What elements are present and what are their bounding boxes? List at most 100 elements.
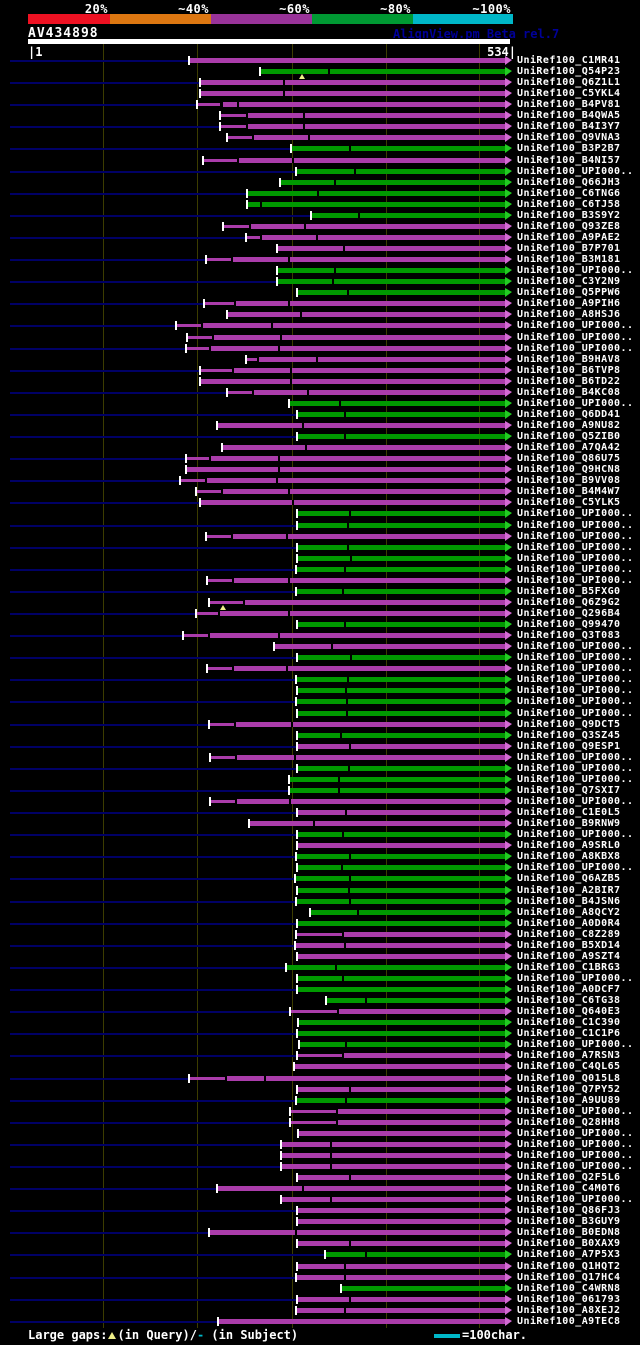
- alignment-bar[interactable]: [325, 1252, 505, 1258]
- alignment-bar[interactable]: [289, 787, 505, 793]
- alignment-bar[interactable]: [342, 1285, 505, 1291]
- hit-label[interactable]: UniRef100_B5FXG0: [517, 585, 621, 597]
- alignment-bar[interactable]: [201, 378, 505, 384]
- alignment-bar[interactable]: [296, 854, 505, 860]
- alignment-bar[interactable]: [296, 566, 505, 572]
- alignment-bar[interactable]: [261, 69, 505, 75]
- alignment-bar[interactable]: [281, 179, 505, 185]
- hit-label[interactable]: UniRef100_A9PIH6: [517, 298, 621, 310]
- hit-label[interactable]: UniRef100_B4I3Y7: [517, 121, 621, 133]
- hit-label[interactable]: UniRef100_A9SZT4: [517, 950, 621, 962]
- alignment-bar[interactable]: [300, 1042, 505, 1048]
- alignment-bar[interactable]: [209, 1230, 505, 1236]
- hit-label[interactable]: UniRef100_A7RSN3: [517, 1050, 621, 1062]
- alignment-bar[interactable]: [220, 102, 505, 108]
- hit-label[interactable]: UniRef100_Q9ESP1: [517, 740, 621, 752]
- alignment-bar[interactable]: [234, 301, 505, 307]
- alignment-bar[interactable]: [297, 975, 505, 981]
- hit-label[interactable]: UniRef100_UPI000..: [517, 320, 634, 332]
- hit-label[interactable]: UniRef100_UPI000..: [517, 829, 634, 841]
- hit-label[interactable]: UniRef100_Q93ZE8: [517, 220, 621, 232]
- alignment-bar[interactable]: [225, 1075, 505, 1081]
- alignment-bar[interactable]: [297, 953, 505, 959]
- hit-label[interactable]: UniRef100_C4WRN8: [517, 1282, 621, 1294]
- alignment-bar[interactable]: [297, 887, 505, 893]
- hit-label[interactable]: UniRef100_A8XEJ2: [517, 1304, 621, 1316]
- hit-label[interactable]: UniRef100_C1BRG3: [517, 961, 621, 973]
- hit-label[interactable]: UniRef100_Q640E3: [517, 1006, 621, 1018]
- hit-label[interactable]: UniRef100_B3S9Y2: [517, 209, 621, 221]
- alignment-bar[interactable]: [186, 467, 505, 473]
- alignment-bar[interactable]: [297, 655, 505, 661]
- alignment-bar[interactable]: [243, 599, 505, 605]
- hit-label[interactable]: UniRef100_C4M0T6: [517, 1183, 621, 1195]
- hit-label[interactable]: UniRef100_UPI000..: [517, 342, 634, 354]
- alignment-bar[interactable]: [248, 223, 505, 229]
- hit-label[interactable]: UniRef100_A9SRL0: [517, 840, 621, 852]
- hit-label[interactable]: UniRef100_C6TJ58: [517, 198, 621, 210]
- hit-label[interactable]: UniRef100_Q17HC4: [517, 1271, 621, 1283]
- alignment-bar[interactable]: [282, 1141, 505, 1147]
- hit-label[interactable]: UniRef100_UPI000..: [517, 652, 634, 664]
- hit-label[interactable]: UniRef100_C6TG38: [517, 995, 621, 1007]
- hit-label[interactable]: UniRef100_UPI000..: [517, 707, 634, 719]
- hit-label[interactable]: UniRef100_UPI000..: [517, 1138, 634, 1150]
- alignment-bar[interactable]: [297, 832, 505, 838]
- alignment-bar[interactable]: [212, 334, 505, 340]
- hit-label[interactable]: UniRef100_A9PAE2: [517, 231, 621, 243]
- alignment-bar[interactable]: [297, 810, 505, 816]
- hit-label[interactable]: UniRef100_A7QA42: [517, 442, 621, 454]
- alignment-bar[interactable]: [297, 1219, 505, 1225]
- hit-label[interactable]: UniRef100_Q296B4: [517, 608, 621, 619]
- alignment-bar[interactable]: [342, 1053, 505, 1059]
- alignment-bar[interactable]: [297, 555, 505, 561]
- hit-label[interactable]: UniRef100_Q9HCN8: [517, 464, 621, 476]
- hit-label[interactable]: UniRef100_Q5ZIB0: [517, 431, 621, 443]
- hit-label[interactable]: UniRef100_A0DCF7: [517, 984, 621, 996]
- alignment-bar[interactable]: [296, 1307, 505, 1313]
- hit-label[interactable]: UniRef100_Q86U75: [517, 453, 621, 465]
- hit-label[interactable]: UniRef100_UPI000..: [517, 397, 634, 409]
- hit-label[interactable]: UniRef100_B6TD22: [517, 375, 621, 387]
- hit-label[interactable]: UniRef100_C5YKL4: [517, 88, 621, 100]
- hit-label[interactable]: UniRef100_UPI000..: [517, 519, 634, 531]
- alignment-bar[interactable]: [236, 157, 505, 163]
- alignment-bar[interactable]: [297, 290, 505, 296]
- alignment-bar[interactable]: [289, 776, 505, 782]
- hit-label[interactable]: UniRef100_C1C1P6: [517, 1028, 621, 1040]
- hit-label[interactable]: UniRef100_B4PV81: [517, 99, 621, 111]
- alignment-bar[interactable]: [297, 511, 505, 517]
- alignment-bar[interactable]: [247, 201, 505, 207]
- hit-label[interactable]: UniRef100_B3GUY9: [517, 1216, 621, 1228]
- alignment-bar[interactable]: [296, 677, 505, 683]
- alignment-bar[interactable]: [297, 411, 505, 417]
- hit-label[interactable]: UniRef100_B4NI57: [517, 154, 621, 166]
- alignment-bar[interactable]: [232, 577, 505, 583]
- alignment-bar[interactable]: [297, 843, 505, 849]
- hit-label[interactable]: UniRef100_A2BIR7: [517, 884, 621, 896]
- alignment-bar[interactable]: [289, 400, 505, 406]
- alignment-bar[interactable]: [234, 721, 505, 727]
- hit-label[interactable]: UniRef100_UPI000..: [517, 541, 634, 553]
- alignment-bar[interactable]: [297, 1263, 505, 1269]
- alignment-bar[interactable]: [297, 522, 505, 528]
- hit-label[interactable]: UniRef100_B4QWA5: [517, 110, 621, 122]
- alignment-bar[interactable]: [297, 1208, 505, 1214]
- hit-label[interactable]: UniRef100_Q6Z1L1: [517, 77, 621, 89]
- alignment-bar[interactable]: [200, 80, 505, 86]
- hit-label[interactable]: UniRef100_Q7SXI7: [517, 784, 621, 796]
- hit-label[interactable]: UniRef100_UPI000..: [517, 762, 634, 774]
- alignment-bar[interactable]: [231, 533, 505, 539]
- alignment-bar[interactable]: [189, 58, 505, 63]
- hit-label[interactable]: UniRef100_UPI000..: [517, 862, 634, 874]
- alignment-bar[interactable]: [223, 445, 505, 451]
- alignment-bar[interactable]: [296, 588, 505, 594]
- hit-label[interactable]: UniRef100_Q66JH3: [517, 176, 621, 188]
- hit-label[interactable]: UniRef100_Q6DD41: [517, 408, 621, 420]
- hit-label[interactable]: UniRef100_UPI000..: [517, 552, 634, 564]
- alignment-bar[interactable]: [282, 1197, 505, 1203]
- alignment-bar[interactable]: [231, 257, 505, 263]
- hit-label[interactable]: UniRef100_B9HAV8: [517, 353, 621, 365]
- hit-label[interactable]: UniRef100_Q2F5L6: [517, 1172, 621, 1184]
- alignment-bar[interactable]: [256, 356, 505, 362]
